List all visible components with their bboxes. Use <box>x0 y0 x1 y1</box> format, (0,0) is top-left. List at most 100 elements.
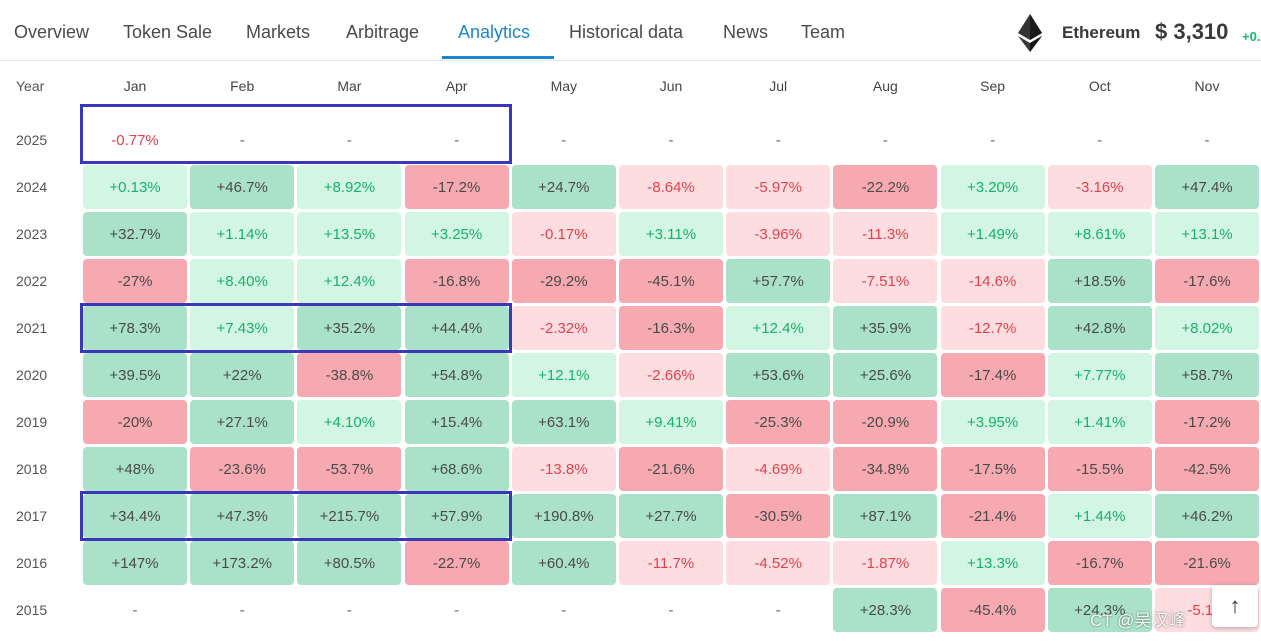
return-cell: +39.5% <box>83 353 187 397</box>
return-cell: -45.4% <box>940 588 1045 632</box>
return-cell: -3.16% <box>1047 165 1152 209</box>
return-cell: +7.43% <box>190 306 295 350</box>
return-cell: -13.8% <box>511 447 616 491</box>
scroll-top-button[interactable]: ↑ <box>1212 585 1258 627</box>
return-cell: +68.6% <box>404 447 509 491</box>
return-cell: -21.6% <box>1155 541 1259 585</box>
return-cell: +1.44% <box>1047 494 1152 538</box>
top-nav: Overview Token Sale Markets Arbitrage Analyt… <box>0 0 1261 61</box>
return-cell: +9.41% <box>619 400 723 444</box>
return-cell: -53.7% <box>297 447 402 491</box>
return-cell: +8.40% <box>190 259 295 303</box>
return-cell: +25.6% <box>833 353 938 397</box>
year-label: 2016 <box>16 555 48 571</box>
year-label: 2024 <box>16 179 48 195</box>
return-cell: - <box>454 601 460 619</box>
return-cell: -45.1% <box>619 259 723 303</box>
return-cell: +78.3% <box>83 306 187 350</box>
year-label: 2022 <box>16 273 48 289</box>
return-cell: -11.7% <box>619 541 723 585</box>
return-cell: -12.7% <box>940 306 1045 350</box>
return-cell: +15.4% <box>404 400 509 444</box>
return-cell: -4.69% <box>726 447 831 491</box>
tab-analytics[interactable]: Analytics <box>458 22 531 42</box>
return-cell: +215.7% <box>297 494 402 538</box>
active-tab-indicator <box>442 56 554 59</box>
tab-team[interactable]: Team <box>801 22 846 42</box>
return-cell: +24.7% <box>511 165 616 209</box>
month-header-mar: Mar <box>337 78 362 94</box>
tab-arbitrage[interactable]: Arbitrage <box>346 22 420 42</box>
tab-historical-data[interactable]: Historical data <box>569 22 684 42</box>
return-cell: +87.1% <box>833 494 938 538</box>
return-cell: -0.77% <box>111 131 159 149</box>
return-cell: -25.3% <box>726 400 831 444</box>
return-cell: +46.2% <box>1155 494 1259 538</box>
year-label: 2019 <box>16 414 48 430</box>
return-cell: -20.9% <box>833 400 938 444</box>
return-cell: - <box>346 131 352 149</box>
tab-overview[interactable]: Overview <box>14 22 90 42</box>
return-cell: +147% <box>83 541 187 585</box>
return-cell: +4.10% <box>297 400 402 444</box>
return-cell: +44.4% <box>404 306 509 350</box>
return-cell: +53.6% <box>726 353 831 397</box>
tab-token-sale[interactable]: Token Sale <box>123 22 213 42</box>
return-cell: +22% <box>190 353 295 397</box>
return-cell: - <box>132 601 138 619</box>
return-cell: +57.7% <box>726 259 831 303</box>
return-cell: - <box>990 131 996 149</box>
tab-markets[interactable]: Markets <box>246 22 311 42</box>
return-cell: +63.1% <box>511 400 616 444</box>
tab-news[interactable]: News <box>723 22 769 42</box>
return-cell: +47.4% <box>1155 165 1259 209</box>
coin-price: $ 3,310 <box>1155 19 1229 44</box>
coin-name: Ethereum <box>1062 23 1141 42</box>
return-cell: -16.3% <box>619 306 723 350</box>
watermark: CT @吴汉峰 <box>1090 611 1186 630</box>
return-cell: -7.51% <box>833 259 938 303</box>
return-cell: -17.2% <box>404 165 509 209</box>
return-cell: +7.77% <box>1047 353 1152 397</box>
return-cell: - <box>775 131 781 149</box>
return-cell: - <box>775 601 781 619</box>
return-cell: - <box>668 601 674 619</box>
return-cell: +24.3% <box>1047 588 1152 632</box>
return-cell: -4.52% <box>726 541 831 585</box>
return-cell: -17.5% <box>940 447 1045 491</box>
year-label: 2021 <box>16 320 48 336</box>
coin-change: +0.2 <box>1242 29 1261 44</box>
year-label: 2025 <box>16 132 48 148</box>
month-header-jan: Jan <box>123 78 147 94</box>
return-cell: -16.7% <box>1047 541 1152 585</box>
return-cell: -34.8% <box>833 447 938 491</box>
return-cell: +3.25% <box>404 212 509 256</box>
return-cell: - <box>668 131 674 149</box>
return-cell: +27.7% <box>619 494 723 538</box>
month-header-jun: Jun <box>659 78 683 94</box>
return-cell: -27% <box>83 259 187 303</box>
return-cell: +32.7% <box>83 212 187 256</box>
return-cell: +12.1% <box>511 353 616 397</box>
return-cell: +60.4% <box>511 541 616 585</box>
month-header-nov: Nov <box>1194 78 1220 94</box>
return-cell: +13.3% <box>940 541 1045 585</box>
month-header-sep: Sep <box>980 78 1006 94</box>
return-cell: +58.7% <box>1155 353 1259 397</box>
return-cell: -14.6% <box>940 259 1045 303</box>
return-cell: -8.64% <box>619 165 723 209</box>
year-column-header: Year <box>16 78 45 94</box>
return-cell: -2.32% <box>511 306 616 350</box>
return-cell: +80.5% <box>297 541 402 585</box>
return-cell: -17.2% <box>1155 400 1259 444</box>
return-cell: +13.5% <box>297 212 402 256</box>
return-cell: +34.4% <box>83 494 187 538</box>
return-cell: +12.4% <box>297 259 402 303</box>
return-cell: -23.6% <box>190 447 295 491</box>
year-label: 2020 <box>16 367 48 383</box>
return-cell: -29.2% <box>511 259 616 303</box>
return-cell: - <box>346 601 352 619</box>
return-cell: - <box>561 601 567 619</box>
return-cell: -20% <box>83 400 187 444</box>
year-label: 2017 <box>16 508 48 524</box>
